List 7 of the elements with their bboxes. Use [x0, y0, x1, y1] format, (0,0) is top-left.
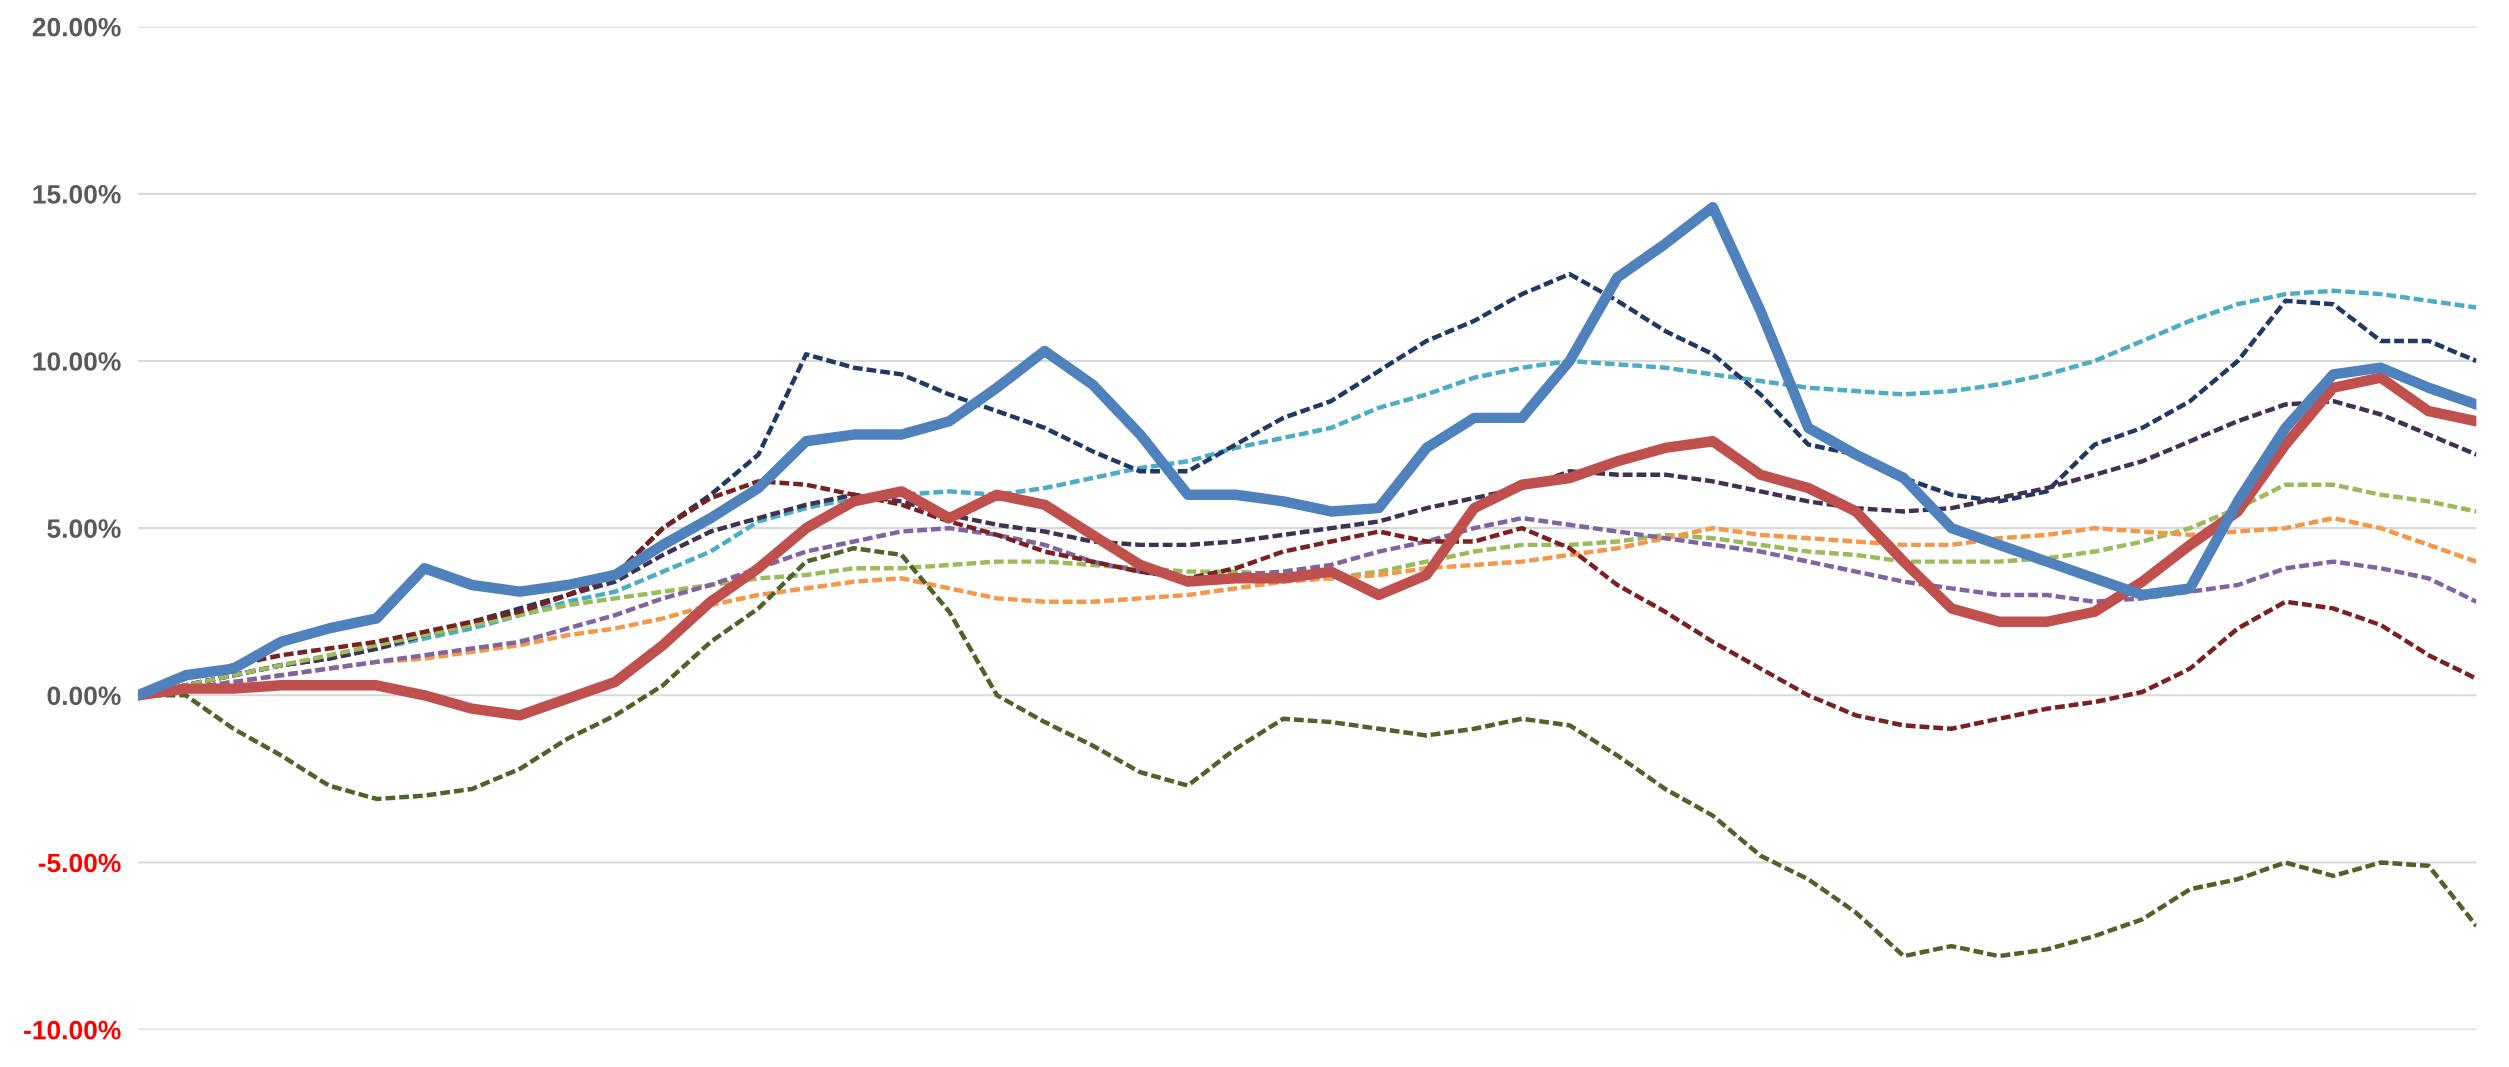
- y-tick-label: 15.00%: [33, 184, 121, 204]
- y-tick-label: 10.00%: [33, 352, 121, 371]
- y-tick-label: -5.00%: [38, 853, 121, 873]
- y-tick-label: 20.00%: [32, 17, 121, 37]
- y-tick-label: 5.00%: [47, 519, 121, 538]
- y-tick-label: 0.00%: [47, 686, 121, 706]
- y-tick-label: -10.00%: [24, 1020, 121, 1040]
